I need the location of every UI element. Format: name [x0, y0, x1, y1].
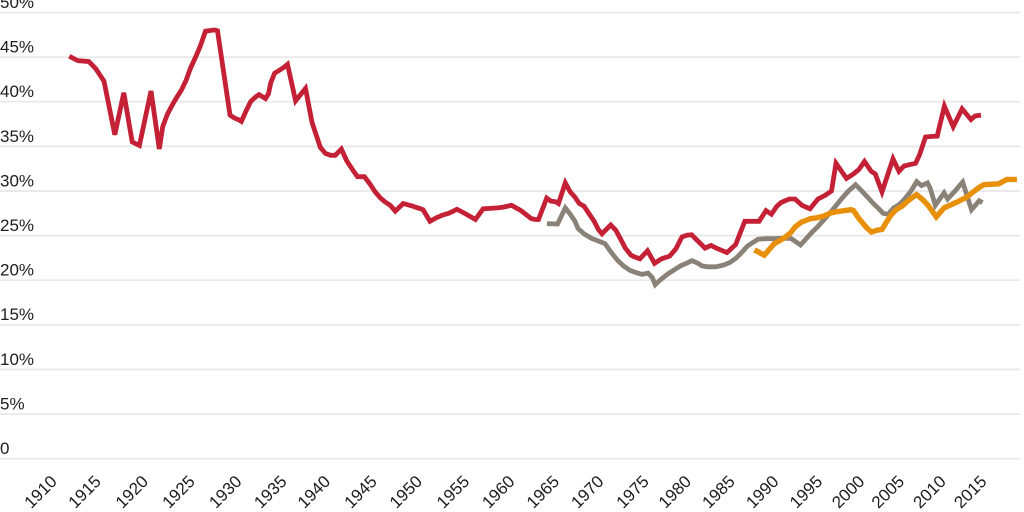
svg-text:1950: 1950	[386, 472, 426, 512]
svg-text:1915: 1915	[65, 472, 105, 512]
svg-text:1985: 1985	[699, 472, 739, 512]
svg-text:0: 0	[0, 439, 9, 458]
svg-text:1940: 1940	[294, 472, 334, 512]
svg-text:1945: 1945	[341, 472, 381, 512]
svg-text:25%: 25%	[0, 216, 34, 235]
svg-text:1965: 1965	[523, 472, 563, 512]
svg-text:35%: 35%	[0, 127, 34, 146]
svg-text:5%: 5%	[0, 395, 25, 414]
svg-text:1970: 1970	[567, 472, 607, 512]
svg-text:20%: 20%	[0, 261, 34, 280]
svg-text:1935: 1935	[250, 472, 290, 512]
svg-text:2005: 2005	[868, 472, 908, 512]
svg-text:1960: 1960	[478, 472, 518, 512]
svg-text:45%: 45%	[0, 38, 34, 57]
svg-text:2000: 2000	[828, 472, 868, 512]
svg-text:10%: 10%	[0, 350, 34, 369]
svg-text:40%: 40%	[0, 82, 34, 101]
svg-text:1955: 1955	[433, 472, 473, 512]
svg-text:1930: 1930	[205, 472, 245, 512]
svg-text:1920: 1920	[112, 472, 152, 512]
svg-text:1975: 1975	[613, 472, 653, 512]
svg-text:1980: 1980	[655, 472, 695, 512]
svg-text:30%: 30%	[0, 171, 34, 190]
svg-text:15%: 15%	[0, 305, 34, 324]
svg-text:1925: 1925	[159, 472, 199, 512]
svg-text:2010: 2010	[910, 472, 950, 512]
svg-text:50%: 50%	[0, 0, 34, 12]
svg-text:1995: 1995	[786, 472, 826, 512]
svg-text:2015: 2015	[950, 472, 990, 512]
svg-text:1990: 1990	[742, 472, 782, 512]
svg-text:1910: 1910	[21, 472, 61, 512]
